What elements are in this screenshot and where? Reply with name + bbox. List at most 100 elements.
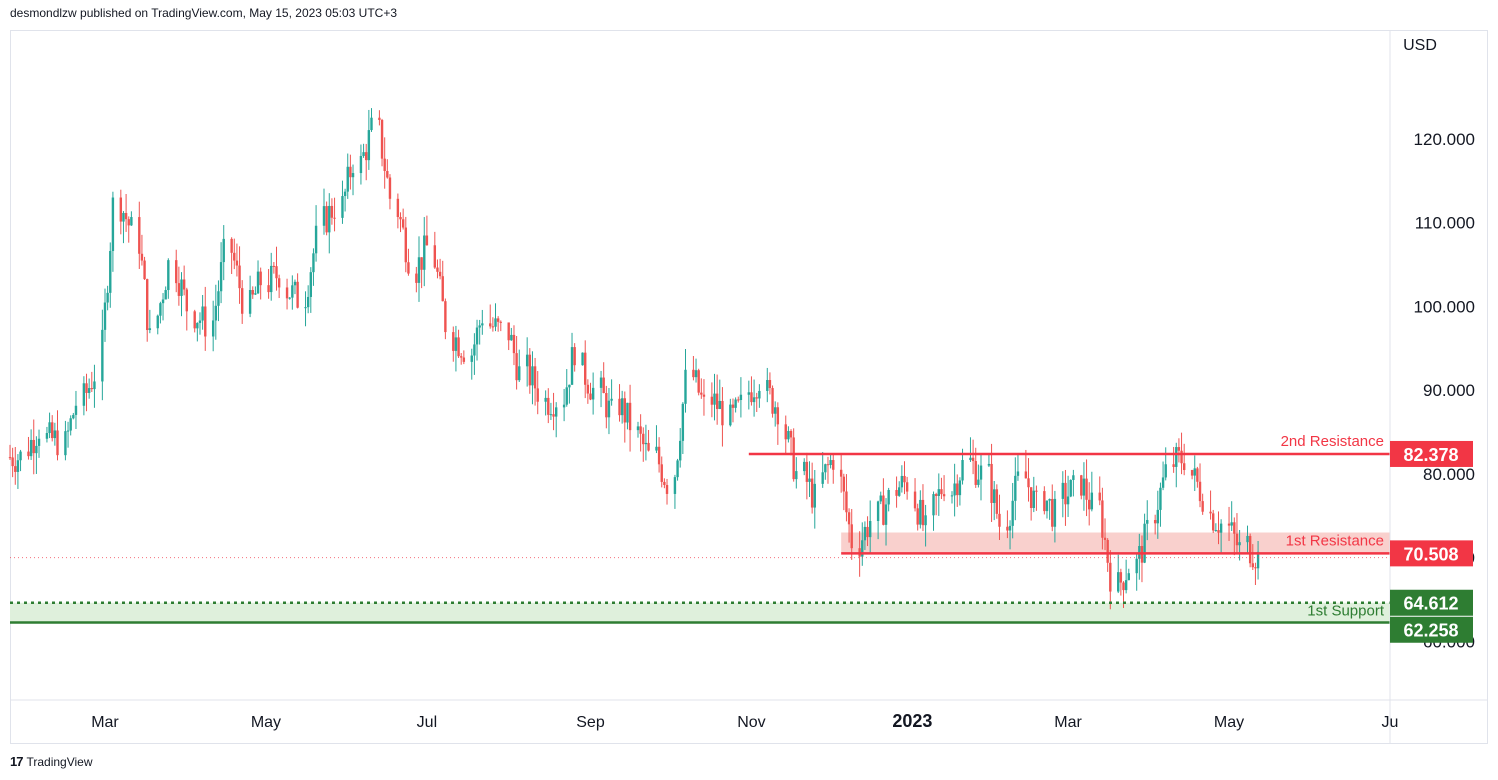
candle-up [969, 437, 972, 462]
candle-up [1214, 523, 1218, 532]
candle-body [1080, 475, 1083, 496]
candle-up [214, 284, 218, 340]
candle-body [700, 392, 703, 395]
candle-body [607, 400, 611, 418]
candle-down [119, 189, 123, 235]
candle-down [1233, 517, 1236, 556]
candle-body [515, 353, 518, 381]
candle-down [330, 198, 334, 225]
candle-up [565, 369, 568, 407]
candle-up [887, 487, 890, 512]
candle-body [987, 463, 991, 466]
candle-body [415, 273, 418, 283]
candle-body [665, 484, 669, 494]
candle-down [380, 118, 384, 167]
candle-body [934, 494, 938, 496]
candle-body [953, 483, 956, 496]
x-tick-label: Ju [1382, 714, 1399, 731]
candle-body [921, 499, 925, 526]
candle-body [93, 381, 96, 390]
brand-footer[interactable]: 17 TradingView [10, 754, 93, 769]
candle-body [731, 404, 735, 408]
candle-body [124, 212, 128, 220]
candle-body [53, 430, 57, 439]
candle-up [734, 397, 737, 413]
candle-body [454, 337, 458, 351]
candle-down [441, 260, 444, 302]
candle-up [1246, 525, 1249, 554]
candle-body [803, 461, 806, 472]
candle-body [473, 344, 476, 356]
candle-body [304, 307, 307, 309]
candle-body [750, 392, 753, 403]
candle-body [1082, 478, 1086, 496]
candle-body [11, 457, 14, 467]
candle-body [940, 489, 943, 495]
candle-up [309, 267, 313, 313]
time-axis: Mar May Jul Sep Nov 2023 Mar May Ju [10, 699, 1488, 731]
candle-body [599, 377, 603, 388]
candle-body [383, 158, 386, 171]
candle-down [903, 461, 906, 495]
candle-up [69, 415, 72, 436]
candle-body [626, 402, 629, 423]
candle-body [420, 257, 423, 270]
candle-body [1045, 500, 1049, 512]
candle-body [29, 439, 33, 457]
x-tick-label: May [251, 714, 281, 731]
candle-body [386, 170, 389, 178]
candle-up [868, 500, 872, 554]
candle-body [660, 464, 663, 482]
candle-down [642, 427, 645, 462]
candle-down [1106, 538, 1109, 572]
candle-body [993, 489, 996, 503]
candle-body [1127, 573, 1130, 581]
candle-down [240, 280, 244, 324]
candle-body [1106, 539, 1109, 563]
candle-body [161, 299, 165, 304]
candle-body [396, 198, 400, 217]
candle-body [462, 357, 466, 362]
x-tick-label: Mar [1054, 714, 1082, 731]
candle-up [328, 193, 331, 254]
candle-body [37, 438, 41, 446]
candle-body [193, 311, 196, 329]
candle-body [1014, 475, 1017, 501]
candle-down [1035, 485, 1038, 511]
candle-down [584, 340, 587, 399]
candle-body [1164, 464, 1167, 478]
candle-down [533, 357, 537, 406]
candle-body [217, 291, 220, 306]
candle-down [916, 503, 919, 531]
candle-body [979, 465, 983, 480]
candle-body [1122, 582, 1125, 591]
candle-body [784, 424, 787, 440]
candle-up [1124, 559, 1128, 594]
candle-up [346, 153, 349, 199]
candle-down [457, 329, 460, 359]
candle-up [1143, 513, 1146, 564]
candle-down [697, 368, 700, 396]
candle-down [56, 410, 59, 461]
candle-body [898, 487, 901, 496]
x-tick-label: Sep [576, 714, 605, 731]
candle-up [1159, 482, 1162, 527]
candle-up [787, 426, 790, 443]
candle-down [956, 474, 959, 507]
candle-up [417, 236, 421, 302]
candle-body [436, 267, 439, 272]
candle-up [1090, 471, 1094, 512]
candle-body [272, 265, 276, 267]
candle-down [1029, 487, 1033, 521]
candle-body [159, 303, 162, 316]
candle-down [401, 208, 405, 230]
candle-body [138, 217, 141, 254]
candle-body [876, 501, 880, 521]
candle-body [322, 206, 326, 226]
candle-body [270, 265, 273, 293]
candle-body [971, 457, 975, 462]
candle-body [499, 321, 502, 323]
candle-body [847, 512, 851, 525]
candle-down [847, 508, 851, 543]
